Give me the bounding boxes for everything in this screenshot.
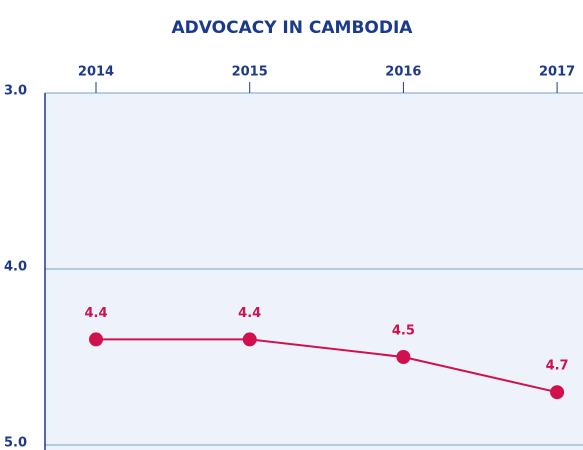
point: [89, 332, 103, 347]
y-tick-label: 4.0: [4, 260, 27, 275]
point: [396, 350, 411, 364]
y-tick-label: 5.0: [4, 436, 27, 450]
data-label: 4.4: [238, 306, 261, 321]
y-tick-label: 3.0: [4, 84, 27, 99]
line: [96, 338, 558, 394]
x-tick-label: 2016: [385, 65, 421, 80]
data-label: 4.5: [392, 324, 415, 339]
point: [242, 332, 257, 347]
point: [550, 385, 565, 400]
data-label: 4.7: [546, 359, 569, 374]
x-tick-label: 2017: [539, 65, 575, 80]
x-tick-label: 2014: [78, 65, 114, 80]
x-tick-label: 2015: [232, 65, 268, 80]
plot-area: [45, 93, 583, 450]
data-label: 4.4: [84, 306, 107, 321]
chart-title: ADVOCACY IN CAMBODIA: [172, 18, 414, 38]
